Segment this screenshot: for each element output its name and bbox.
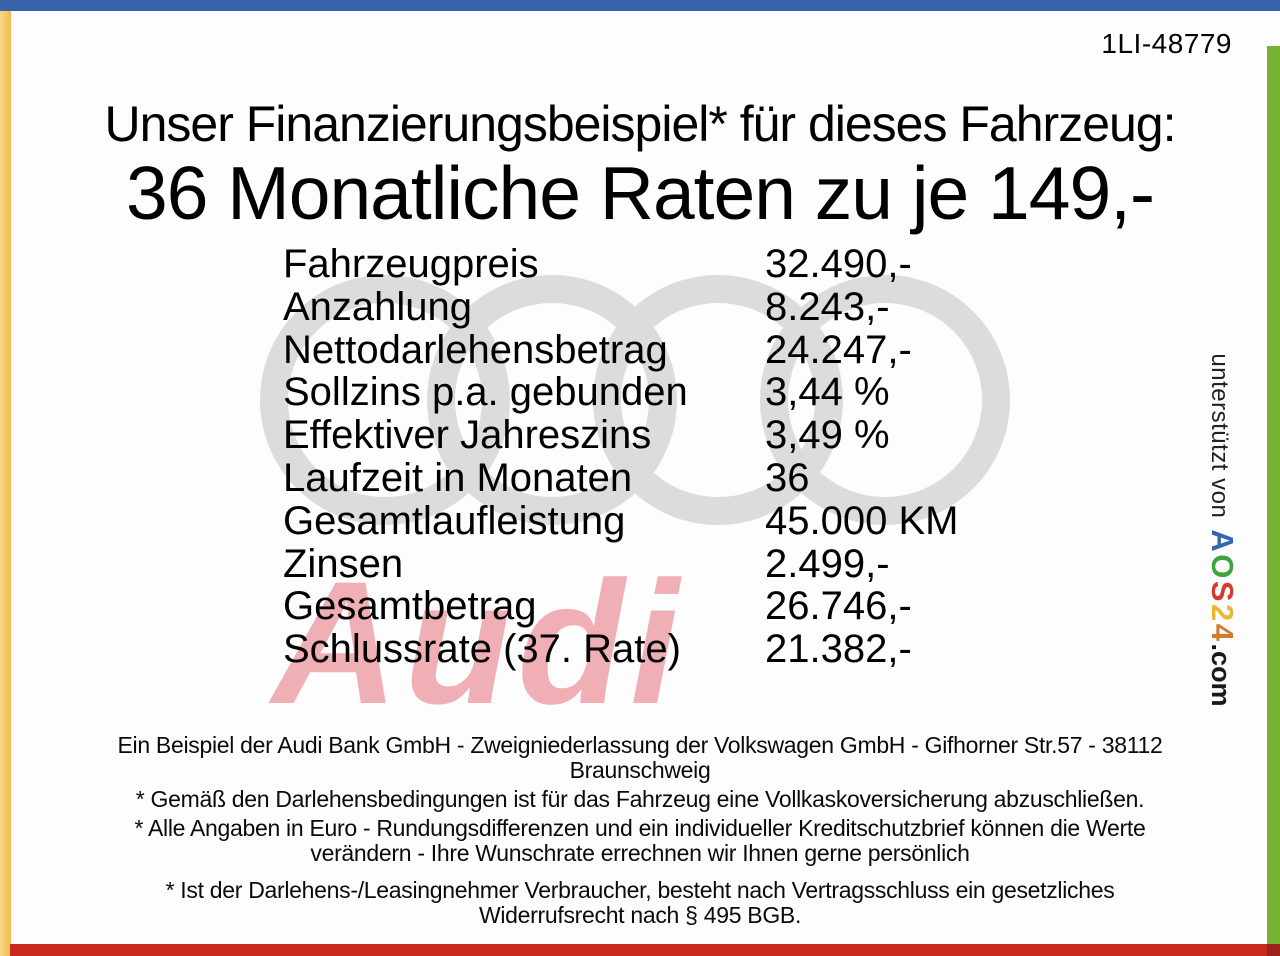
audi-wordmark-watermark: Audi — [272, 546, 685, 741]
financing-label: Gesamtlaufleistung — [283, 498, 626, 543]
financing-values-column: 32.490,- 8.243,- 24.247,- 3,44 % 3,49 % … — [765, 243, 958, 671]
disclaimer-line: verändern - Ihre Wunschrate errechnen wi… — [310, 840, 970, 866]
aos24-logo-letter: O — [1205, 554, 1240, 579]
financing-label: Sollzins p.a. gebunden — [283, 370, 688, 415]
top-border-bar — [0, 0, 1280, 11]
aos24-logo-letter: A — [1205, 529, 1240, 553]
financing-labels-column: Fahrzeugpreis Anzahlung Nettodarlehensbe… — [283, 243, 688, 671]
financing-label: Schlussrate (37. Rate) — [283, 627, 681, 672]
disclaimer-line: Widerrufsrecht nach § 495 BGB. — [478, 902, 802, 928]
left-border-stripe — [0, 11, 11, 956]
financing-label: Gesamtbetrag — [283, 584, 537, 629]
disclaimer-line: * Ist der Darlehens-/Leasingnehmer Verbr… — [165, 877, 1115, 903]
financing-value: 3,49 % — [765, 413, 890, 458]
audi-rings-icon — [260, 275, 1010, 525]
right-border-stripe — [1267, 46, 1280, 944]
financing-value: 32.490,- — [765, 242, 912, 286]
page-title: Unser Finanzierungsbeispiel* für dieses … — [104, 96, 1176, 152]
financing-value: 26.746,- — [765, 584, 912, 629]
financing-value: 36 — [765, 455, 810, 500]
financing-label: Zinsen — [283, 541, 404, 586]
bottom-right-corner — [1267, 944, 1280, 956]
financing-label: Laufzeit in Monaten — [283, 455, 633, 500]
disclaimer-line: Ein Beispiel der Audi Bank GmbH - Zweign… — [117, 732, 1163, 758]
aos24-logo-letter: 2 — [1205, 604, 1240, 622]
financing-value: 24.247,- — [765, 327, 912, 372]
aos24-logo-letter: S — [1205, 580, 1240, 603]
aos24-logo-letter: 4 — [1205, 623, 1240, 642]
supported-by-credit: unterstützt von A O S 2 4 .com — [1204, 353, 1240, 706]
financing-label: Fahrzeugpreis — [283, 242, 539, 286]
financing-label: Nettodarlehensbetrag — [283, 327, 668, 372]
bottom-border-bar — [10, 944, 1280, 956]
disclaimer-line: Braunschweig — [569, 757, 711, 783]
disclaimer-block: Ein Beispiel der Audi Bank GmbH - Zweign… — [40, 733, 1240, 928]
financing-value: 2.499,- — [765, 541, 890, 586]
reference-code: 1LI-48779 — [1101, 28, 1232, 59]
financing-value: 45.000 KM — [765, 498, 959, 543]
aos24-domain-suffix: .com — [1206, 643, 1236, 707]
financing-value: 8.243,- — [765, 284, 890, 329]
financing-value: 3,44 % — [765, 370, 890, 415]
disclaimer-line: * Alle Angaben in Euro - Rundungsdiffere… — [134, 815, 1146, 841]
page-subtitle: 36 Monatliche Raten zu je 149,- — [126, 151, 1155, 235]
supported-by-text: unterstützt von — [1206, 353, 1233, 519]
disclaimer-line: * Gemäß den Darlehensbedingungen ist für… — [135, 786, 1145, 812]
financing-value: 21.382,- — [765, 627, 912, 672]
financing-label: Effektiver Jahreszins — [283, 413, 652, 458]
financing-label: Anzahlung — [283, 284, 473, 329]
